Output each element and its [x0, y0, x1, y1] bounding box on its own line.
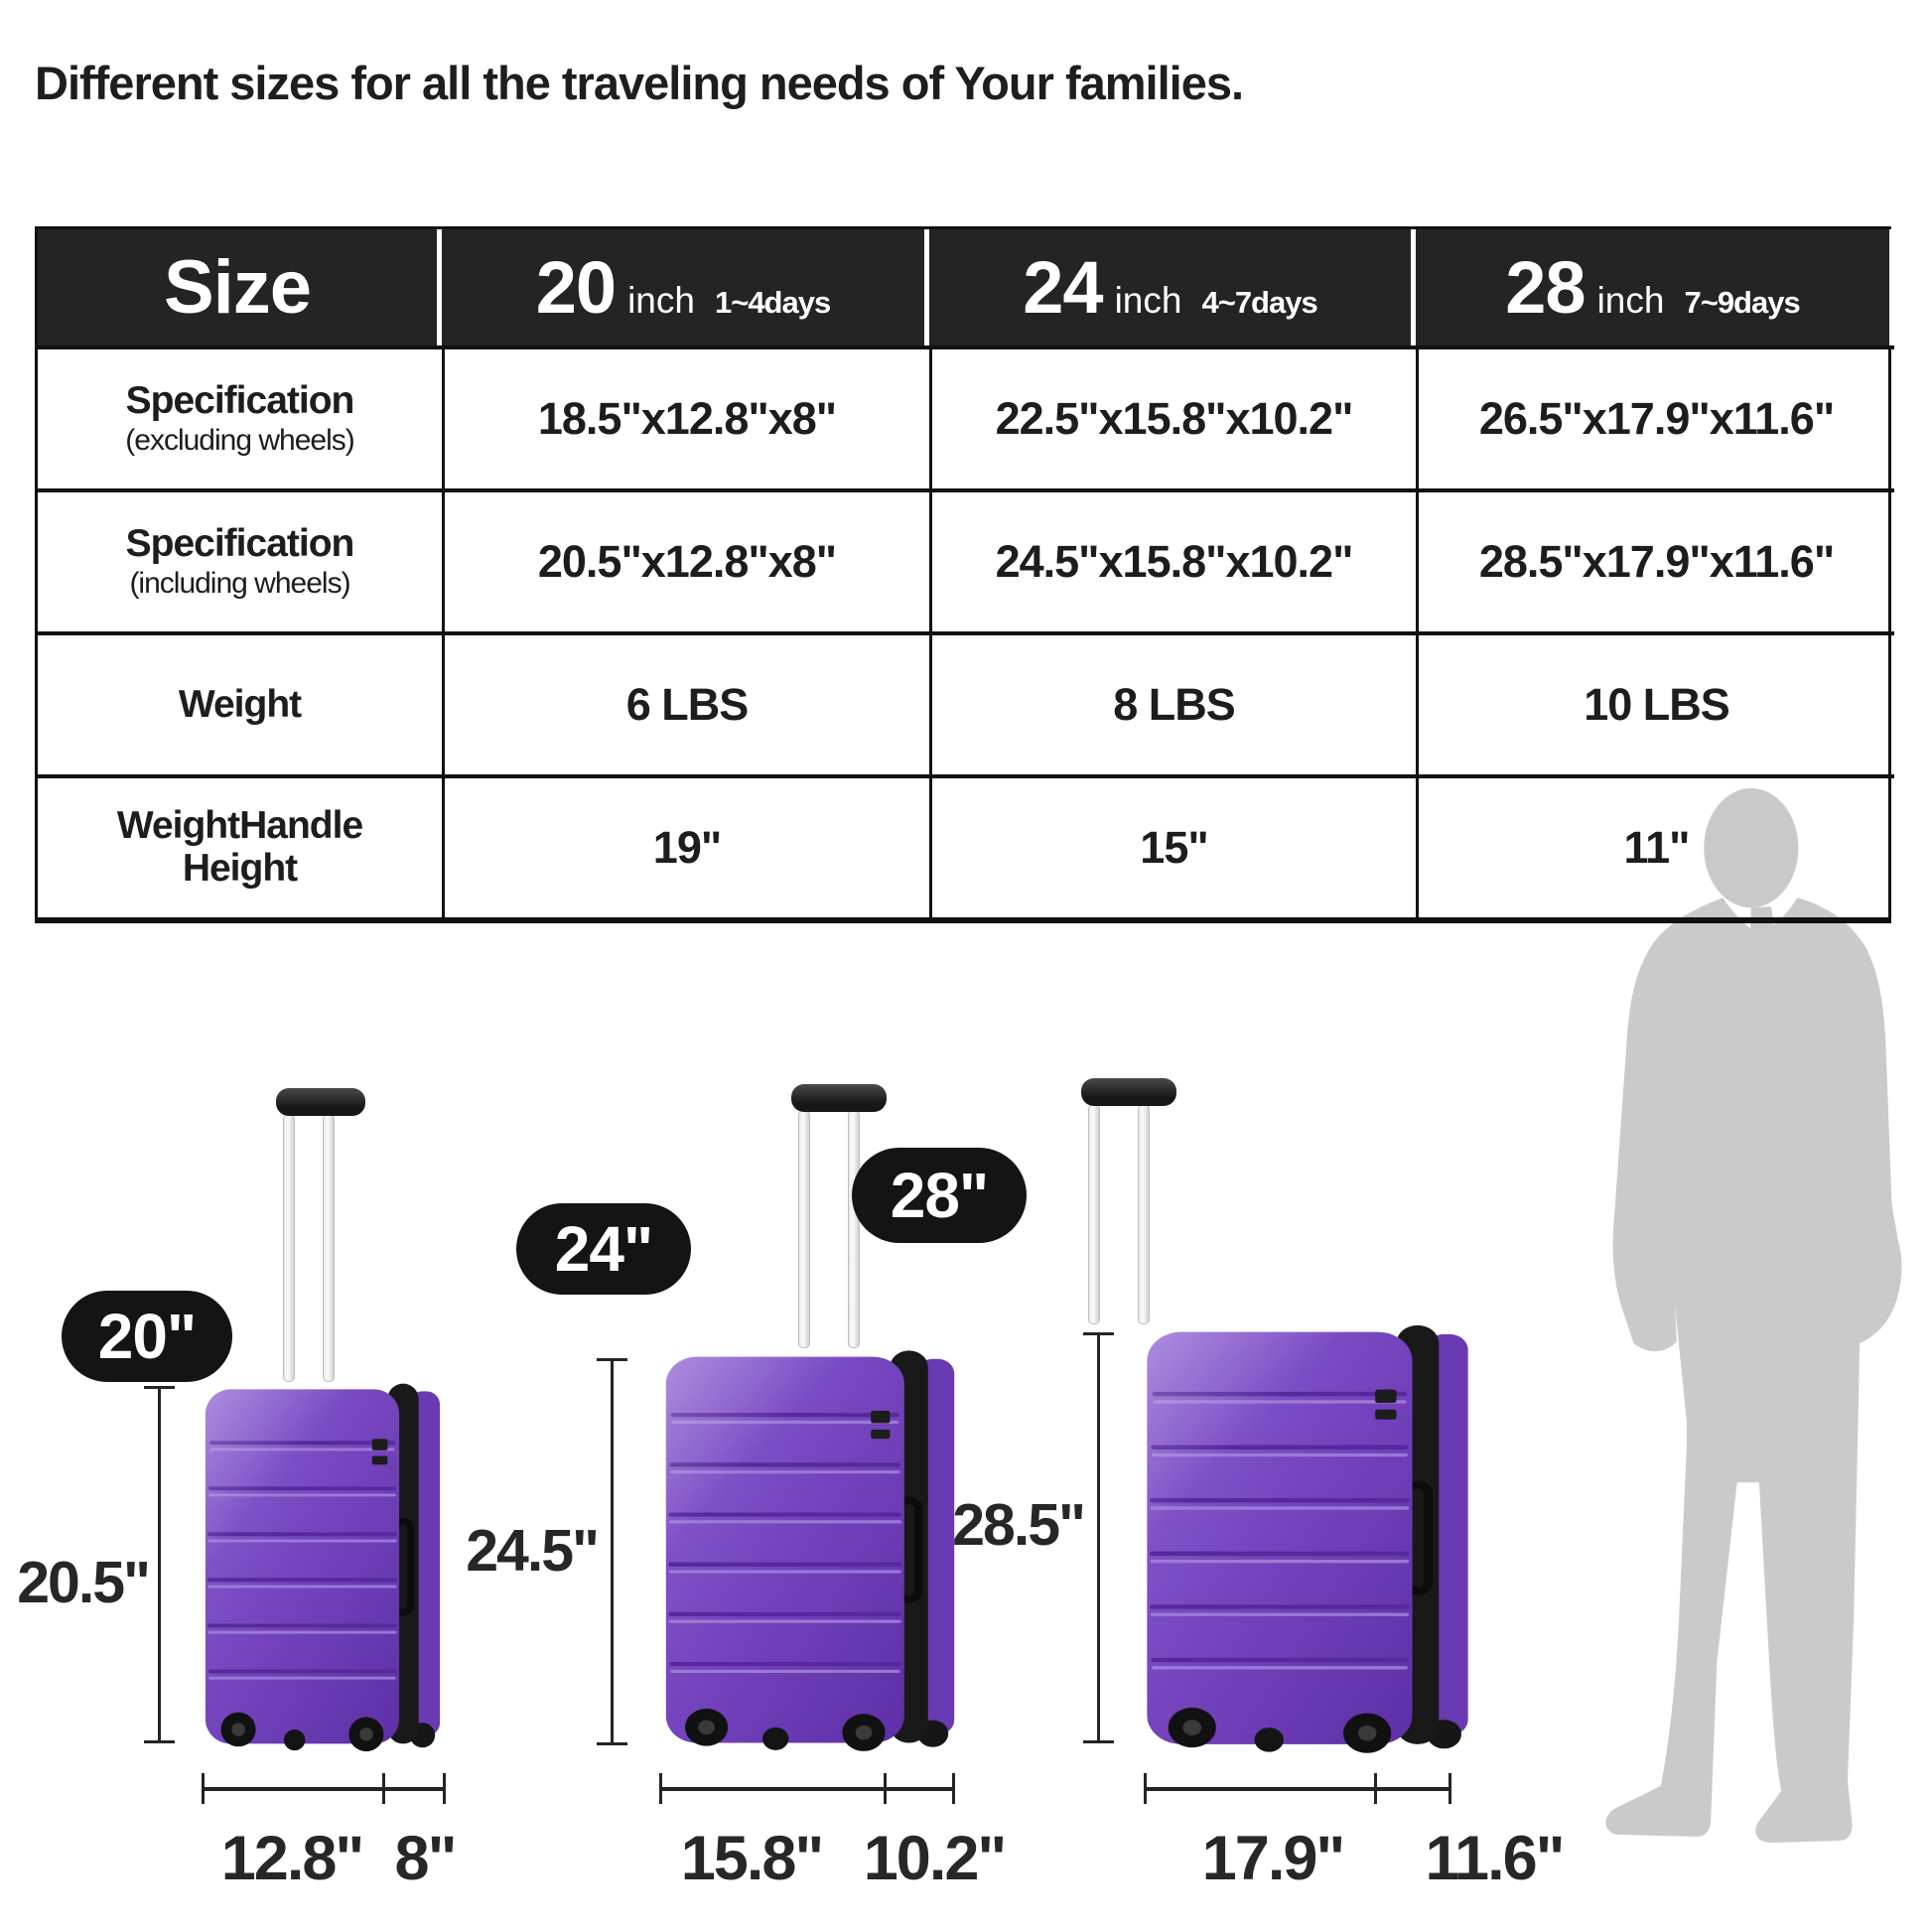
badge-20-inch: 20" [62, 1291, 232, 1382]
trolley-rod [283, 1114, 295, 1382]
table-cell: 11" [1416, 774, 1894, 917]
table-cell: 20.5"x12.8"x8" [442, 488, 929, 631]
col24-days: 4~7days [1201, 285, 1317, 320]
trolley-rod [848, 1110, 860, 1348]
col28-days: 7~9days [1684, 285, 1800, 320]
height-label-28: 28.5" [952, 1492, 1086, 1558]
col20-unit: inch [627, 280, 695, 321]
page-title: Different sizes for all the traveling ne… [35, 57, 1244, 109]
height-dimension-line-20 [144, 1386, 175, 1743]
table-cell: 18.5"x12.8"x8" [442, 345, 929, 488]
col20-days: 1~4days [714, 285, 831, 320]
width-label-24: 15.8" [680, 1824, 825, 1893]
table-cell: 26.5"x17.9"x11.6" [1416, 345, 1894, 488]
trolley-rod [1088, 1104, 1100, 1324]
table-header-20inch: 20 inch 1~4days [442, 229, 929, 345]
height-dimension-line-28 [1083, 1332, 1114, 1743]
badge-24-inch: 24" [516, 1203, 691, 1295]
depth-label-24: 10.2" [863, 1824, 1008, 1893]
table-cell: 28.5"x17.9"x11.6" [1416, 488, 1894, 631]
table-header-size: Size [38, 229, 442, 345]
height-dimension-line-24 [597, 1358, 627, 1745]
trolley-grip [276, 1088, 365, 1116]
height-label-20: 20.5" [17, 1550, 151, 1615]
width-label-28: 17.9" [1201, 1824, 1346, 1893]
col28-unit: inch [1596, 280, 1665, 321]
col24-number: 24 [1023, 246, 1103, 329]
table-cell: 6 LBS [442, 631, 929, 774]
col28-number: 28 [1505, 246, 1586, 329]
depth-label-20: 8" [394, 1824, 458, 1893]
table-cell: 10 LBS [1416, 631, 1894, 774]
width-dimension-line-24 [659, 1773, 955, 1804]
col20-number: 20 [535, 246, 617, 329]
row-label-spec-excl: Specification (excluding wheels) [38, 345, 442, 488]
trolley-grip [791, 1084, 887, 1112]
width-dimension-line-28 [1144, 1773, 1451, 1804]
table-cell: 24.5"x15.8"x10.2" [929, 488, 1416, 631]
table-cell: 22.5"x15.8"x10.2" [929, 345, 1416, 488]
depth-label-28: 11.6" [1425, 1824, 1565, 1893]
table-header-24inch: 24 inch 4~7days [929, 229, 1416, 345]
width-label-20: 12.8" [220, 1824, 365, 1893]
row-label-handle-height: WeightHandle Height [38, 774, 442, 917]
row-label-spec-incl: Specification (including wheels) [38, 488, 442, 631]
table-cell: 19" [442, 774, 929, 917]
col24-unit: inch [1114, 280, 1182, 321]
trolley-grip [1081, 1078, 1176, 1106]
trolley-rod [1138, 1104, 1150, 1324]
table-cell: 8 LBS [929, 631, 1416, 774]
table-header-28inch: 28 inch 7~9days [1416, 229, 1894, 345]
suitcase-28-inch [1142, 1316, 1473, 1755]
trolley-rod [323, 1114, 335, 1382]
table-cell: 15" [929, 774, 1416, 917]
man-silhouette [1605, 788, 1902, 1843]
size-spec-table: Size 20 inch 1~4days 24 inch 4~7days 28 … [35, 226, 1894, 923]
width-dimension-line-20 [202, 1773, 446, 1804]
row-label-weight: Weight [38, 631, 442, 774]
badge-28-inch: 28" [852, 1148, 1027, 1243]
size-header-label: Size [163, 245, 312, 330]
height-label-24: 24.5" [466, 1518, 600, 1584]
trolley-rod [798, 1110, 810, 1348]
